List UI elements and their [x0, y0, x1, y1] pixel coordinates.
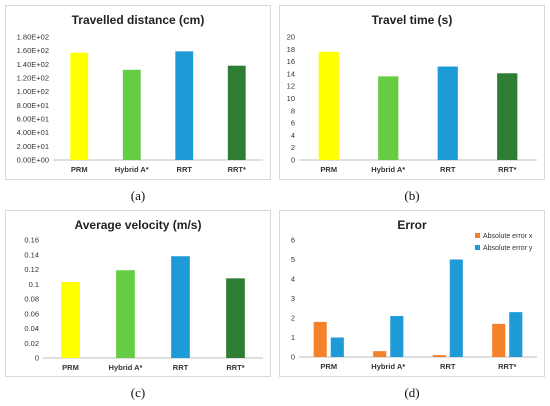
y-tick-label: 6.00E+01: [17, 115, 49, 124]
x-tick-label: RRT*: [498, 362, 516, 371]
y-tick-label: 6: [291, 119, 295, 128]
x-tick-label: RRT*: [228, 165, 246, 174]
y-tick-label: 1: [291, 333, 295, 342]
y-tick-label: 0.08: [24, 295, 39, 304]
chart-b-title: Travel time (s): [371, 13, 453, 27]
bar: [171, 256, 190, 358]
y-tick-label: 0.12: [24, 265, 39, 274]
y-tick-label: 2: [291, 143, 295, 152]
caption-b: (b): [404, 188, 420, 203]
y-tick-label: 18: [287, 45, 295, 54]
x-tick-label: PRM: [71, 165, 88, 174]
y-tick-label: 4: [291, 275, 295, 284]
bar: [497, 73, 518, 160]
bar: [227, 65, 246, 160]
x-tick-label: RRT: [440, 165, 456, 174]
y-tick-label: 0.04: [24, 324, 39, 333]
x-tick-label: RRT*: [226, 363, 244, 372]
y-tick-label: 1.20E+02: [17, 74, 49, 83]
bar: [378, 76, 399, 160]
bar: [122, 69, 141, 160]
x-tick-label: PRM: [320, 165, 337, 174]
x-tick-label: RRT*: [498, 165, 516, 174]
chart-d-title: Error: [397, 218, 427, 232]
x-tick-label: RRT: [173, 363, 189, 372]
caption-d: (d): [404, 385, 420, 400]
x-tick-label: PRM: [62, 363, 79, 372]
y-tick-label: 14: [287, 69, 295, 78]
x-tick-label: Hybrid A*: [371, 362, 405, 371]
bar: [318, 51, 339, 161]
y-tick-label: 3: [291, 294, 295, 303]
y-tick-label: 5: [291, 255, 295, 264]
legend-swatch: [475, 245, 480, 250]
chart-c-svg: 0 0.02 0.04 0.06 0.08 0.1 0.12 0.14 0.16 PRM Hybri…: [24, 236, 263, 372]
legend-label: Absolute error y: [483, 245, 533, 252]
caption-a: (a): [130, 188, 146, 203]
bar: [70, 52, 89, 160]
bar-absolute-error-x: [373, 351, 387, 357]
x-tick-label: Hybrid A*: [115, 165, 149, 174]
y-tick-label: 6: [291, 236, 295, 245]
chart-d-svg: 0 1 2 3 4 5 6 PRM Hybrid A* RRT RRT* Absolute error…: [291, 233, 537, 371]
y-tick-label: 10: [287, 94, 295, 103]
chart-a-svg: 0.00E+00 2.00E+01 4.00E+01 6.00E+01 8.00E+01…: [17, 33, 263, 174]
bar-absolute-error-x: [313, 321, 327, 357]
y-tick-label: 4: [291, 131, 295, 140]
bar-absolute-error-y: [390, 316, 404, 357]
y-tick-label: 0: [291, 156, 295, 165]
x-tick-label: RRT: [177, 165, 193, 174]
y-tick-label: 4.00E+01: [17, 128, 49, 137]
y-tick-label: 0: [35, 354, 39, 363]
x-tick-label: RRT: [440, 362, 456, 371]
y-tick-label: 0.14: [24, 250, 39, 259]
chart-c-title: Average velocity (m/s): [74, 218, 202, 232]
bar-absolute-error-y: [509, 312, 523, 357]
x-tick-label: PRM: [320, 362, 337, 371]
bar-absolute-error-y: [330, 337, 344, 357]
y-tick-label: 16: [287, 57, 295, 66]
bar-absolute-error-x: [492, 323, 506, 357]
y-tick-label: 1.80E+02: [17, 33, 49, 42]
y-tick-label: 0.06: [24, 309, 39, 318]
chart-b-svg: 0 2 4 6 8 10 12 14 16 18 20 PRM Hybrid A* RRT RRT*: [287, 33, 537, 174]
legend-swatch: [475, 233, 480, 238]
y-tick-label: 2: [291, 314, 295, 323]
bar-absolute-error-y: [449, 259, 463, 357]
y-tick-label: 0: [291, 353, 295, 362]
bar: [61, 282, 80, 358]
y-tick-label: 0.1: [29, 280, 39, 289]
y-tick-label: 0.00E+00: [17, 156, 49, 165]
y-tick-label: 8: [291, 106, 295, 115]
legend-label: Absolute error x: [483, 233, 533, 240]
bar-absolute-error-x: [432, 355, 446, 357]
y-tick-label: 1.40E+02: [17, 60, 49, 69]
y-tick-label: 20: [287, 33, 295, 42]
y-tick-label: 1.00E+02: [17, 87, 49, 96]
y-tick-label: 12: [287, 82, 295, 91]
y-tick-label: 8.00E+01: [17, 101, 49, 110]
x-tick-label: Hybrid A*: [109, 363, 143, 372]
y-tick-label: 0.16: [24, 236, 39, 245]
y-tick-label: 0.02: [24, 339, 39, 348]
bar: [437, 66, 458, 160]
chart-a-title: Travelled distance (cm): [71, 13, 205, 27]
x-tick-label: Hybrid A*: [371, 165, 405, 174]
y-tick-label: 1.60E+02: [17, 46, 49, 55]
y-tick-label: 2.00E+01: [17, 142, 49, 151]
bar: [175, 51, 194, 160]
bar: [116, 270, 135, 358]
caption-c: (c): [130, 385, 146, 400]
bar: [226, 278, 245, 358]
